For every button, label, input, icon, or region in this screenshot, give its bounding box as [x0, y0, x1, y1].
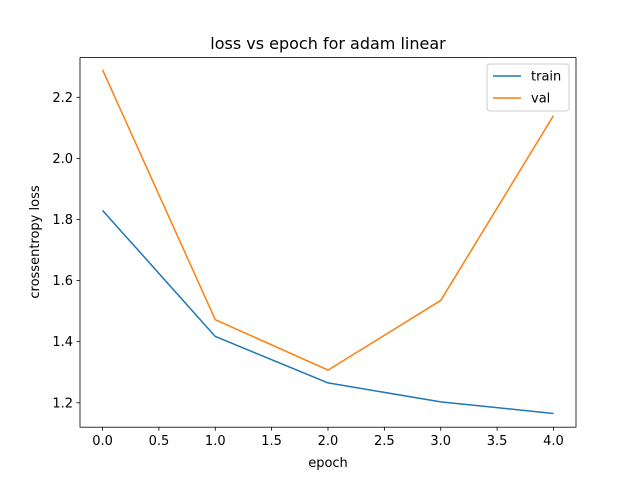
y-tick-label: 2.2: [52, 91, 73, 106]
plot-area: [79, 57, 577, 428]
chart-title: loss vs epoch for adam linear: [210, 34, 446, 53]
x-tick-label: 1.5: [261, 434, 282, 449]
y-tick-label: 1.2: [52, 396, 73, 411]
x-tick-label: 2.0: [318, 434, 339, 449]
x-tick-label: 2.5: [374, 434, 395, 449]
plot-frame: [79, 57, 577, 428]
y-axis-label: crossentropy loss: [28, 185, 43, 298]
x-tick-label: 4.0: [543, 434, 564, 449]
series-lines: [101, 69, 555, 415]
legend: train val: [486, 63, 570, 112]
y-axis: 1.2 1.4 1.6 1.8 2.0 2.2: [52, 91, 80, 411]
y-tick-label: 1.6: [52, 274, 73, 289]
legend-label-train: train: [531, 70, 561, 85]
x-axis: 0.0 0.5 1.0 1.5 2.0 2.5 3.0 3.5 4.0: [92, 427, 564, 449]
x-tick-label: 0.0: [92, 434, 113, 449]
x-tick-label: 0.5: [149, 434, 170, 449]
x-axis-label: epoch: [308, 456, 348, 471]
y-tick-label: 2.0: [52, 152, 73, 167]
x-tick-label: 1.0: [205, 434, 226, 449]
y-tick-label: 1.4: [52, 335, 73, 350]
x-tick-label: 3.5: [487, 434, 508, 449]
legend-label-val: val: [531, 92, 550, 107]
series-line-val: [101, 69, 555, 371]
x-tick-label: 3.0: [430, 434, 451, 449]
series-line-train: [101, 209, 554, 415]
y-tick-label: 1.8: [52, 213, 73, 228]
